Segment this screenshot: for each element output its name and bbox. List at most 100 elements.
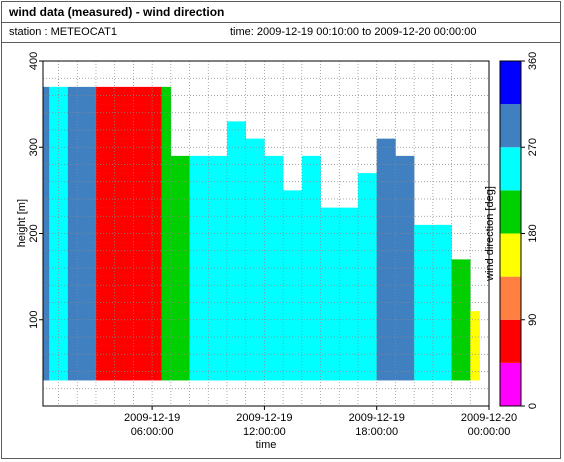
y-tick-label: 100 [28,311,40,329]
heatmap-cell [264,362,284,381]
heatmap-cell [320,362,340,381]
heatmap-cell [320,328,340,346]
x-tick-label: 2009-12-19 [236,412,292,424]
heatmap-cell [77,155,97,174]
heatmap-cell [264,190,284,208]
colorbar-bin [500,362,521,406]
heatmap-cell [264,242,284,260]
heatmap-cell [67,345,78,364]
colorbar-bin [500,147,521,191]
heatmap-cell [376,138,396,157]
heatmap-cell [170,311,190,329]
heatmap-cell [67,138,78,157]
heatmap-cell [142,207,162,226]
heatmap-cell [414,276,434,295]
heatmap-cell [264,293,284,312]
heatmap-cell [226,121,246,139]
heatmap-cell [170,155,190,174]
x-tick-label: 00:00:00 [468,426,511,438]
x-tick-label: 18:00:00 [355,426,398,438]
x-axis: 2009-12-19 06:00:00 2009-12-19 12:00:00 2009… [124,406,517,438]
heatmap-cell [376,242,396,260]
heatmap-cell [170,190,190,208]
y-tick-label: 200 [28,224,40,242]
heatmap-cell [414,293,434,312]
heatmap-cell [226,190,246,208]
heatmap-cell [395,173,415,191]
colorbar-tick-label: 360 [527,52,539,70]
colorbar-axis: 0 90 180 270 360 [521,52,539,409]
heatmap-cell [264,207,284,226]
colorbar-bin [500,61,521,105]
heatmap-cell [245,293,265,312]
heatmap-cell [105,362,125,381]
heatmap-cell [376,311,396,329]
heatmap-cell [67,121,78,139]
heatmap-cell [395,328,415,346]
heatmap-cell [245,328,265,346]
heatmap-cell [320,276,340,295]
heatmap-cell [301,173,321,191]
heatmap-cell [264,155,284,174]
heatmap-cell [67,259,78,277]
heatmap-cell [376,328,396,346]
heatmap-cell [105,345,125,364]
heatmap-cell [395,155,415,174]
heatmap-cell [67,328,78,346]
colorbar-bin [500,190,521,234]
heatmap-cell [301,207,321,226]
colorbar-bin [500,319,521,363]
colorbar-label: wind direction [deg] [484,186,496,282]
heatmap-cell [395,311,415,329]
heatmap-cell [170,362,190,381]
heatmap-cell [414,362,434,381]
heatmap-cell [77,311,97,329]
colorbar-bin [500,276,521,320]
heatmap-cell [105,138,125,157]
heatmap-cell [320,207,340,226]
heatmap-cell [226,293,246,312]
heatmap-cell [77,173,97,191]
heatmap-cell [67,207,78,226]
colorbar-bin [500,104,521,148]
heatmap-cell [376,362,396,381]
heatmap-cell [105,293,125,312]
heatmap-cell [226,276,246,295]
heatmap-cell [376,259,396,277]
colorbar-tick-label: 90 [527,314,539,326]
heatmap-cell [105,86,125,105]
heatmap-cell [67,362,78,381]
heatmap-cell [395,242,415,260]
x-tick-label: 2009-12-19 [349,412,405,424]
heatmap-cell [67,276,78,295]
heatmap-cell [77,224,97,243]
heatmap-cell [339,224,359,243]
heatmap-cell [451,276,471,295]
heatmap-cell [395,345,415,364]
heatmap-cell [226,242,246,260]
colorbar-bin [500,233,521,277]
heatmap-cell [170,242,190,260]
heatmap-cell [376,155,396,174]
plot-grid [43,61,489,406]
heatmap-cell [77,293,97,312]
heatmap-cell [245,173,265,191]
heatmap-cell [301,259,321,277]
heatmap-cell [414,224,434,243]
heatmap-cell [77,104,97,122]
heatmap-cell [226,311,246,329]
y-tick-label: 300 [28,138,40,156]
heatmap-cell [226,224,246,243]
heatmap-cell [339,276,359,295]
heatmap-cell [67,86,78,105]
heatmap-cell [320,224,340,243]
heatmap-cell [339,207,359,226]
heatmap-cell [142,345,162,364]
x-tick-label: 06:00:00 [131,426,174,438]
heatmap-cell [142,224,162,243]
heatmap-cell [376,173,396,191]
heatmap-cell [245,345,265,364]
heatmap-cell [376,276,396,295]
heatmap-cell [77,86,97,105]
